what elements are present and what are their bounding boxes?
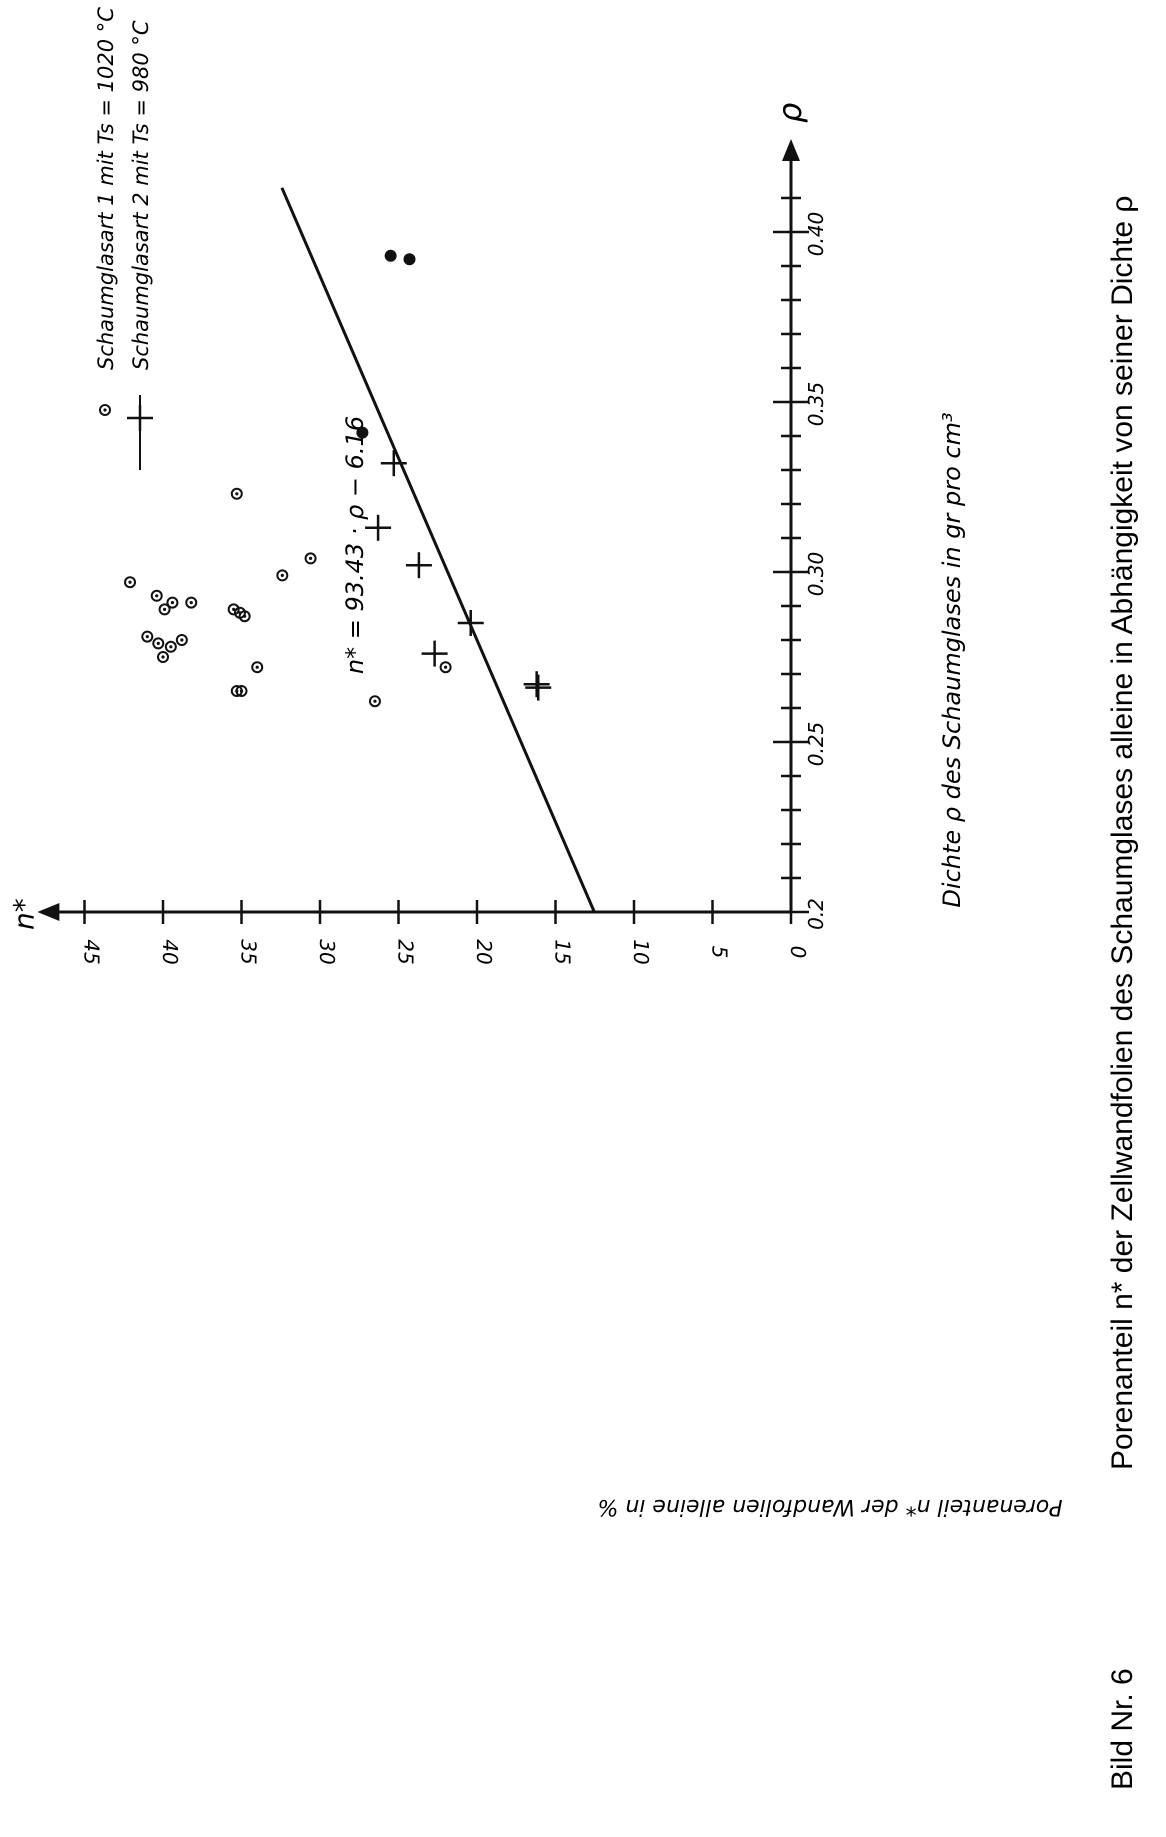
data-point-filled bbox=[356, 426, 369, 439]
data-point-series-2 bbox=[457, 610, 484, 636]
data-point-series-2 bbox=[380, 450, 407, 477]
y-tick-label: 10 bbox=[629, 939, 653, 964]
y-axis-arrow bbox=[37, 903, 60, 921]
data-point-series-1 bbox=[124, 576, 137, 589]
data-point-series-1 bbox=[276, 569, 289, 582]
data-point-series-1 bbox=[227, 603, 240, 616]
data-point-filled bbox=[384, 249, 397, 262]
data-points-group bbox=[124, 249, 552, 708]
x-tick-label: 0.2 bbox=[804, 898, 828, 930]
data-point-series-2 bbox=[127, 405, 153, 431]
figure-label: Bild Nr. 6 bbox=[1106, 1668, 1139, 1790]
data-point-series-1 bbox=[230, 487, 243, 500]
data-point-series-1 bbox=[185, 596, 198, 609]
y-tick-label: 35 bbox=[237, 939, 261, 964]
data-point-series-1 bbox=[152, 637, 165, 650]
data-point-series-1 bbox=[439, 661, 452, 674]
data-point-series-1 bbox=[230, 685, 243, 697]
data-point-series-1 bbox=[368, 695, 381, 708]
data-point-series-1 bbox=[251, 661, 264, 674]
data-point-series-1 bbox=[166, 596, 179, 609]
x-axis-arrow bbox=[782, 139, 800, 161]
fit-line bbox=[280, 187, 596, 913]
y-tick-label: 15 bbox=[551, 939, 575, 964]
y-tick-label: 5 bbox=[708, 946, 732, 959]
data-point-series-2 bbox=[365, 514, 392, 541]
legend-entry: Schaumglasart 2 mit Ts = 980 °C bbox=[129, 20, 153, 370]
fit-line-group: n* = 93.43 · ρ − 6.16 bbox=[280, 187, 596, 913]
y-tick-label: 45 bbox=[80, 939, 104, 964]
data-point-series-1 bbox=[150, 589, 163, 602]
y-tick-label: 25 bbox=[394, 939, 418, 964]
data-point-series-2 bbox=[523, 671, 550, 698]
data-point-series-2 bbox=[421, 640, 448, 667]
y-tick-label: 0 bbox=[786, 946, 810, 959]
data-point-series-1 bbox=[164, 640, 177, 653]
chart-axes: ρ 0.2 0.25 0.30 0.35 0.40 n* 0 5 10 15 20 25 30 35 40 45 bbox=[7, 103, 828, 965]
legend: Schaumglasart 1 mit Ts = 1020 °C Schaumgl… bbox=[94, 7, 153, 470]
data-point-series-1 bbox=[141, 630, 154, 643]
x-tick-label: 0.25 bbox=[804, 722, 828, 767]
y-tick-label: 40 bbox=[158, 939, 182, 964]
legend-entry: Schaumglasart 1 mit Ts = 1020 °C bbox=[94, 7, 118, 370]
x-tick-label: 0.40 bbox=[804, 212, 828, 257]
x-axis-title: Dichte ρ des Schaumglases in gr pro cm³ bbox=[938, 412, 966, 907]
figure-caption: Porenanteil n* der Zellwandfolien des Sc… bbox=[1106, 195, 1139, 1470]
y-tick-label: 20 bbox=[472, 939, 496, 964]
x-tick-label: 0.30 bbox=[804, 552, 828, 597]
x-axis-symbol: ρ bbox=[771, 103, 809, 123]
y-axis-symbol: n* bbox=[7, 898, 40, 930]
data-point-series-2 bbox=[525, 674, 552, 701]
data-point-series-1 bbox=[99, 404, 111, 416]
data-point-series-1 bbox=[175, 634, 188, 646]
x-tick-label: 0.35 bbox=[804, 382, 828, 427]
data-point-series-1 bbox=[304, 552, 317, 565]
y-axis-title: Porenanteil n* der Wandfolien alleine in… bbox=[597, 1494, 1062, 1519]
data-point-series-1 bbox=[158, 603, 171, 616]
data-point-series-1 bbox=[157, 651, 169, 663]
data-point-filled bbox=[403, 253, 416, 266]
data-point-series-2 bbox=[405, 552, 432, 579]
data-point-series-1 bbox=[233, 606, 246, 619]
fit-line-label: n* = 93.43 · ρ − 6.16 bbox=[341, 416, 369, 674]
y-tick-label: 30 bbox=[315, 939, 339, 964]
